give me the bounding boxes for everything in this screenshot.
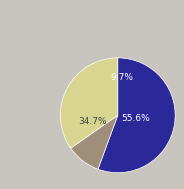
Wedge shape [71,115,118,169]
Text: 55.6%: 55.6% [122,114,151,123]
Text: 9.7%: 9.7% [110,74,133,82]
Wedge shape [60,58,118,148]
Wedge shape [98,58,175,173]
Text: 34.7%: 34.7% [78,117,107,125]
